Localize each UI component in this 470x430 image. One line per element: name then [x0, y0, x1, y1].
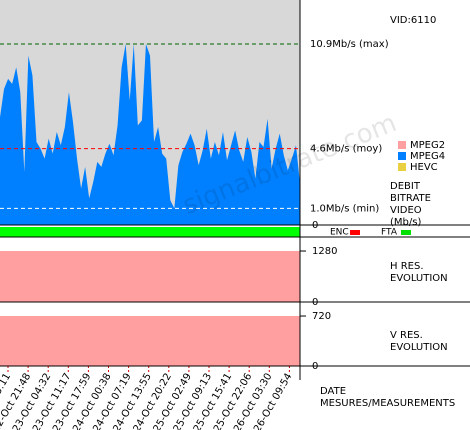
area: [0, 316, 300, 366]
flag-label: ENC: [330, 228, 349, 238]
legend-swatch: [398, 163, 406, 171]
y-label: VIDEO: [390, 205, 422, 216]
reference-label: 1.0Mb/s (min): [310, 203, 379, 214]
legend-label: MPEG2: [410, 140, 445, 151]
y-tick-label: 1280: [312, 246, 337, 257]
legend-swatch: [398, 141, 406, 149]
panel-title: V RES.: [390, 330, 423, 341]
status-strip: [0, 227, 300, 237]
y-tick-label: 720: [312, 311, 331, 322]
panel-title: H RES.: [390, 261, 424, 272]
area: [0, 251, 300, 302]
legend-label: MPEG4: [410, 151, 445, 162]
y-label: (Mb/s): [390, 217, 421, 228]
legend-label: HEVC: [410, 162, 438, 173]
flag-indicator: [350, 230, 360, 235]
reference-label: 10.9Mb/s (max): [310, 39, 389, 50]
flag-indicator: [401, 230, 411, 235]
area: [0, 44, 300, 225]
y-label: BITRATE: [390, 193, 431, 204]
x-label: DATE: [320, 386, 346, 397]
panel-title: EVOLUTION: [390, 342, 448, 353]
y-label: DEBIT: [390, 181, 421, 192]
x-label: MESURES/MEASUREMENTS: [320, 398, 455, 409]
legend-swatch: [398, 152, 406, 160]
reference-label: 4.6Mb/s (moy): [310, 144, 382, 155]
panel-title: VID:6110: [390, 15, 436, 26]
flag-label: FTA: [381, 228, 398, 238]
panel-title: EVOLUTION: [390, 273, 448, 284]
